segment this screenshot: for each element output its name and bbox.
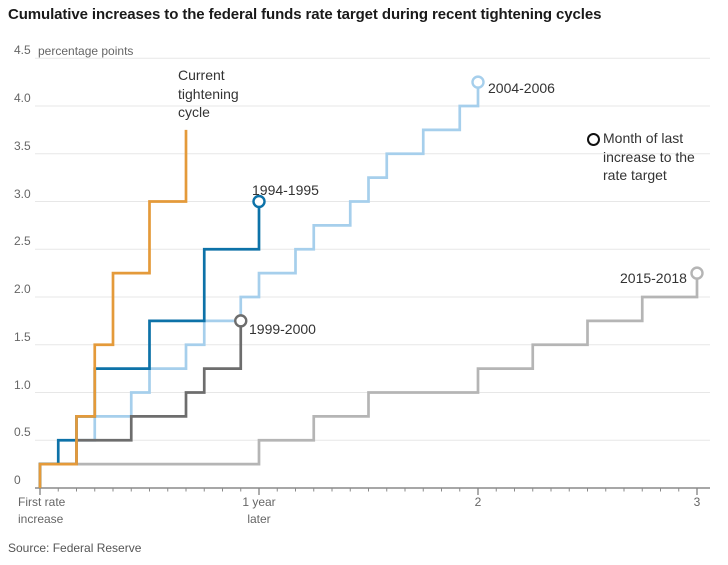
source-note: Source: Federal Reserve — [8, 541, 142, 555]
series-label-1994-1995: 1994-1995 — [252, 182, 319, 198]
y-tick-label: 3.0 — [14, 186, 31, 201]
legend-open-circle-icon — [587, 133, 600, 146]
x-tick-label: First rate increase — [18, 495, 66, 526]
x-tick-label: 1 year later — [242, 495, 276, 526]
series-line-2015-2018 — [38, 273, 699, 488]
y-tick-label: 1.0 — [14, 377, 31, 392]
x-tick-label: 3 — [693, 495, 701, 509]
y-tick-label: 0.5 — [14, 425, 31, 440]
y-tick-label: 2.0 — [14, 282, 31, 296]
last-increase-marker-1994-1995 — [252, 194, 266, 209]
y-tick-label: 4.0 — [14, 91, 31, 105]
series-label-2015-2018: 2015-2018 — [620, 270, 687, 286]
chart-title: Cumulative increases to the federal fund… — [8, 6, 602, 23]
last-increase-marker-2004-2006 — [471, 75, 485, 89]
y-tick-label: 3.5 — [14, 138, 31, 153]
series-label-2004-2006: 2004-2006 — [488, 80, 555, 96]
legend-label: Month of last increase to the rate targe… — [603, 130, 695, 183]
y-tick-label: 2.5 — [14, 234, 31, 249]
last-increase-marker-2015-2018 — [690, 266, 704, 280]
last-increase-marker-1999-2000 — [234, 314, 248, 328]
y-tick-label: 4.5 — [14, 43, 31, 58]
series-line-2004-2006 — [38, 82, 480, 488]
series-label-current-tightening-cycle: Current tightening cycle — [178, 67, 239, 120]
y-tick-label: 1.5 — [14, 329, 31, 344]
series-line-current-tightening-cycle — [38, 129, 188, 488]
y-axis-unit-label: percentage points — [38, 44, 134, 58]
series-label-1999-2000: 1999-2000 — [249, 321, 316, 337]
x-tick-label: 2 — [474, 495, 482, 509]
y-tick-label: 0 — [14, 473, 21, 487]
